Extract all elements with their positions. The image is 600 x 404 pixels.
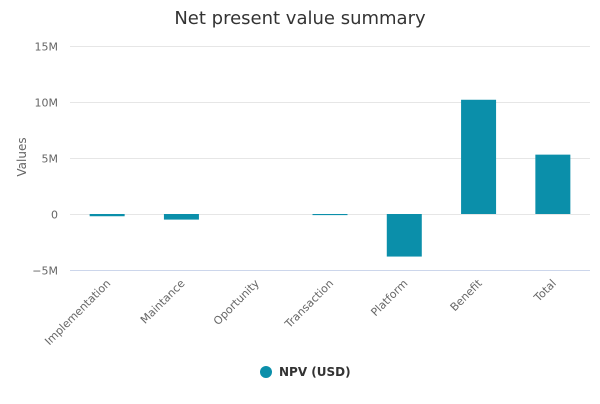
x-tick-label: Transaction [282,277,336,331]
legend[interactable]: NPV (USD) [260,365,351,379]
bar-platform[interactable] [386,214,422,257]
x-tick-label: Oportunity [211,277,262,328]
y-tick-label: 15M [35,41,59,54]
y-axis-label: Values [15,137,29,176]
gridlines [70,46,590,271]
x-tick-label: Platform [368,277,410,319]
bar-total[interactable] [535,154,571,214]
x-tick-label: Implementation [42,277,113,348]
legend-marker [260,366,272,378]
y-tick-label: 10M [35,97,59,110]
x-tick-label: Benefit [448,276,485,313]
y-tick-label: −5M [32,265,58,278]
x-tick-label: Total [531,277,559,305]
legend-label: NPV (USD) [279,365,351,379]
chart-title: Net present value summary [174,8,426,29]
bar-maintance[interactable] [163,214,199,220]
bar-implementation[interactable] [89,214,125,217]
y-tick-label: 0 [51,209,58,222]
bar-transaction[interactable] [312,214,348,216]
x-tick-label: Maintance [138,277,188,327]
y-tick-labels: −5M 0 5M 10M 15M [32,41,58,278]
bars [89,99,571,257]
x-tick-labels: Implementation Maintance Oportunity Transac… [42,276,559,347]
bar-benefit[interactable] [461,99,497,214]
y-tick-label: 5M [42,153,59,166]
